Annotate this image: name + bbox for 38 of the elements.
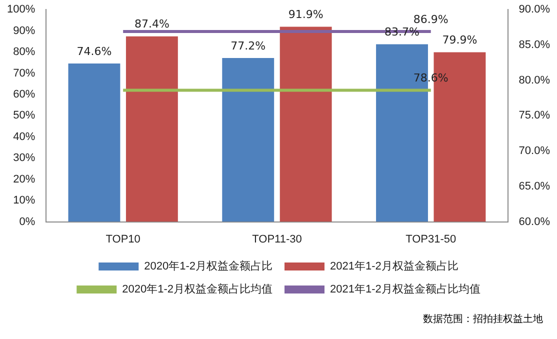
y-tick-label: 70%: [13, 67, 36, 80]
y2-tick-label: 80.0%: [518, 74, 550, 86]
legend-label: 2020年1-2月权益金额占比均值: [122, 282, 273, 296]
data-label: 79.9%: [442, 34, 478, 47]
data-label: 74.6%: [76, 44, 112, 58]
y-tick-label: 40%: [13, 130, 36, 143]
bar: [126, 36, 178, 222]
y2-tick-label: 90.0%: [518, 4, 550, 16]
y-tick-label: 20%: [13, 173, 36, 186]
y-tick-label: 50%: [13, 110, 36, 122]
y2-tick-label: 85.0%: [518, 39, 550, 51]
text: 数据范围：招拍挂权益土地: [423, 312, 543, 326]
legend-label: 2020年1-2月权益金额占比: [144, 260, 273, 273]
x-tick-label: TOP10: [106, 233, 140, 246]
y-tick-label: 60%: [13, 88, 36, 101]
legend-label: 2021年1-2月权益金额占比均值: [330, 282, 480, 296]
data-label: 77.2%: [230, 39, 266, 52]
data-label: 78.6%: [413, 72, 448, 85]
y-tick-label: 10%: [13, 194, 36, 207]
y2-tick-label: 60.0%: [518, 216, 550, 228]
data-label: 87.4%: [134, 18, 170, 31]
data-label: 83.7%: [384, 26, 420, 39]
x-tick-label: TOP31-50: [406, 233, 456, 246]
bar: [280, 26, 332, 222]
bar: [222, 58, 274, 222]
bar: [68, 64, 120, 222]
legend-label: 2021年1-2月权益金额占比: [330, 260, 458, 273]
data-label: 86.9%: [413, 12, 448, 26]
y2-tick-label: 75.0%: [518, 110, 550, 122]
y-tick-label: 100%: [6, 4, 36, 16]
y-tick-label: 80%: [13, 46, 36, 58]
y2-tick-label: 70.0%: [518, 145, 550, 158]
data-label: 91.9%: [288, 8, 324, 22]
y-tick-label: 30%: [13, 152, 36, 164]
y-tick-label: 90%: [13, 24, 36, 37]
y-tick-label: 0%: [19, 216, 36, 228]
x-tick-label: TOP11-30: [252, 233, 302, 246]
y2-tick-label: 65.0%: [518, 180, 550, 192]
